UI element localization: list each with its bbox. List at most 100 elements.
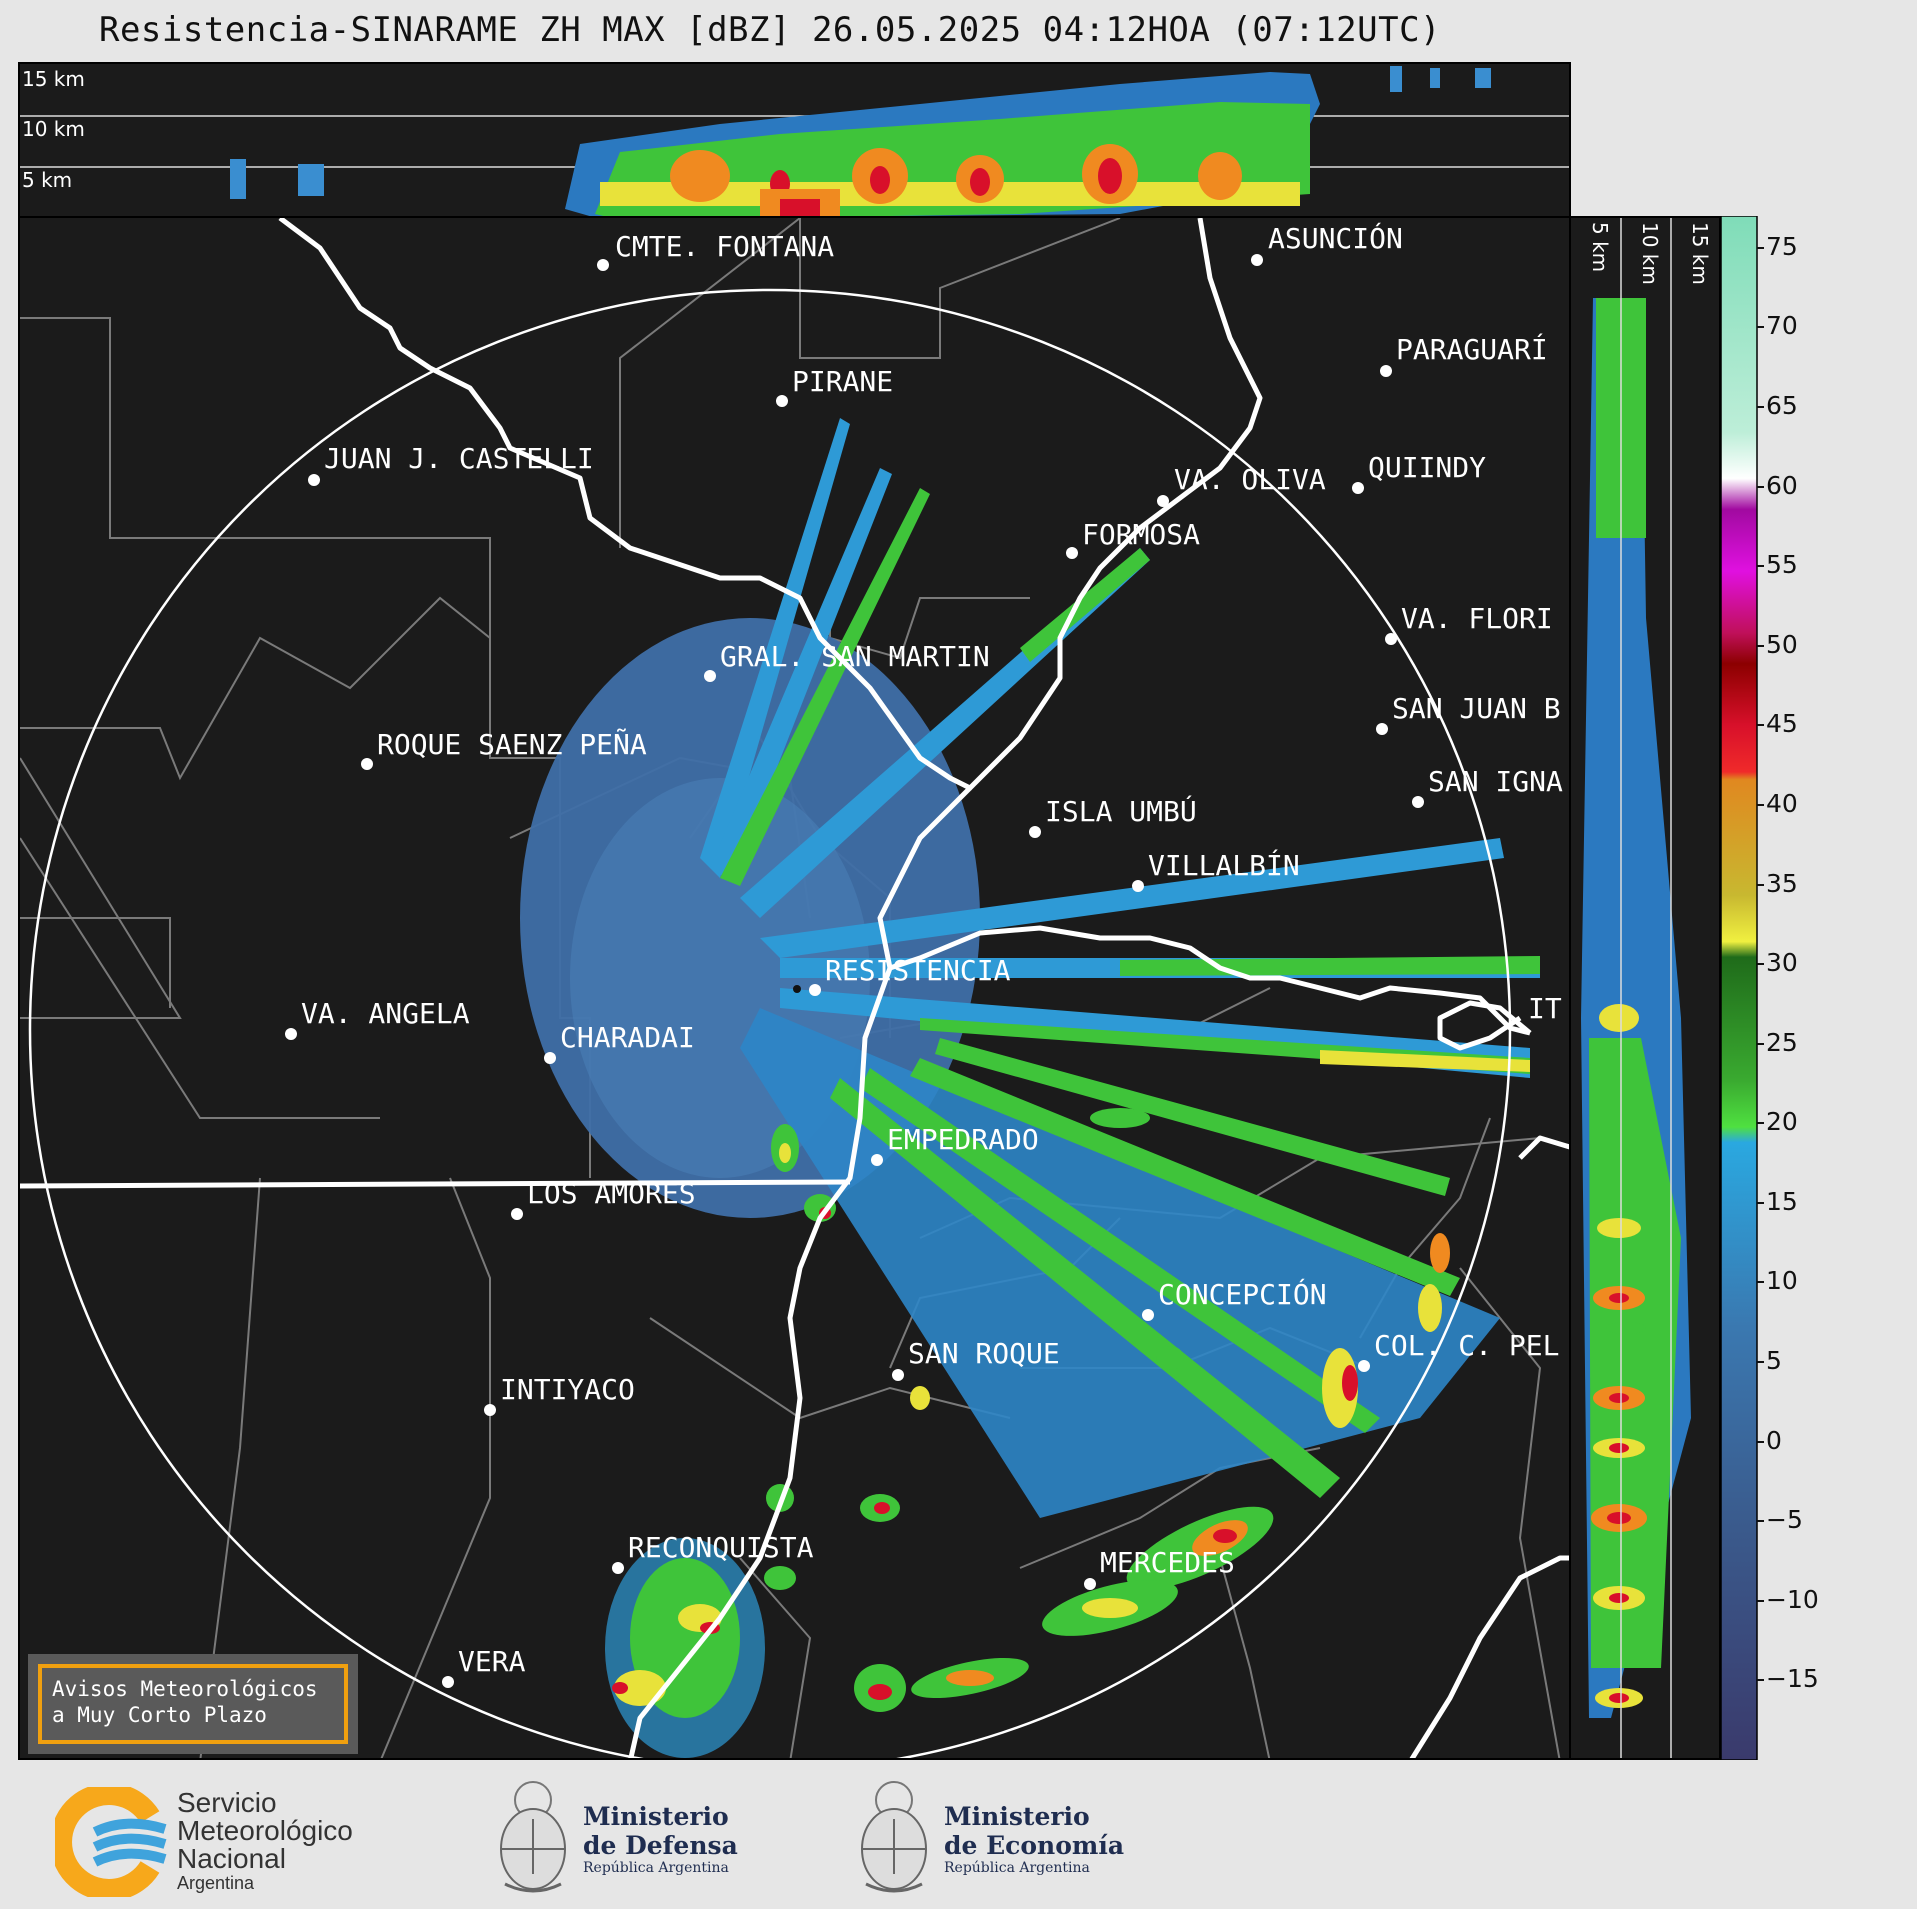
warning-line-1: Avisos Meteorológicos	[52, 1677, 318, 1701]
altitude-label-10km: 10 km	[22, 117, 85, 141]
city-label: PIRANE	[792, 365, 893, 398]
city-label: FORMOSA	[1082, 518, 1200, 551]
footer-logos: Servicio Meteorológico Nacional Argentin…	[0, 1762, 1917, 1909]
city-label: QUIINDY	[1368, 451, 1486, 484]
top-echo-profile	[230, 66, 1491, 216]
economia-logo: Ministerio de Economía República Argenti…	[856, 1774, 1156, 1904]
colorbar-tick-mark	[1757, 485, 1764, 488]
colorbar-tick-label: 20	[1766, 1107, 1798, 1137]
colorbar-tick-mark	[1757, 1201, 1764, 1204]
colorbar-tick-label: 45	[1766, 709, 1798, 739]
colorbar-tick-label: 70	[1766, 311, 1798, 341]
economia-line-1: Ministerio	[944, 1802, 1090, 1831]
defensa-line-1: Ministerio	[583, 1802, 729, 1831]
radar-echo-field	[520, 418, 1540, 1758]
smn-name-line-3: Nacional	[177, 1843, 286, 1874]
colorbar-tick-label: 15	[1766, 1186, 1798, 1216]
city-label: ROQUE SAENZ PEÑA	[377, 727, 647, 761]
colorbar-tick-label: −10	[1766, 1584, 1819, 1614]
city-label: IT	[1528, 992, 1562, 1025]
colorbar-tick-mark	[1757, 803, 1764, 806]
side-cross-section-panel: 5 km 10 km 15 km	[1569, 216, 1721, 1760]
colorbar-tick-mark	[1757, 1281, 1764, 1284]
altitude-label-15km: 15 km	[22, 67, 85, 91]
city-label: EMPEDRADO	[887, 1123, 1039, 1156]
colorbar-tick-label: 50	[1766, 629, 1798, 659]
defensa-line-3: República Argentina	[583, 1860, 729, 1876]
smn-logo: Servicio Meteorológico Nacional Argentin…	[55, 1787, 395, 1907]
colorbar-tick-mark	[1757, 246, 1764, 249]
city-label: VA. ANGELA	[301, 997, 470, 1030]
side-echo-profile	[1581, 298, 1691, 1718]
colorbar-tick-mark	[1757, 1440, 1764, 1443]
city-label: MERCEDES	[1100, 1546, 1235, 1579]
colorbar: 75 70 65 60 55 50 45 40 35 30 25 20 15 10 5 0 −5 −10 −15	[1720, 216, 1840, 1760]
economia-line-3: República Argentina	[944, 1860, 1090, 1876]
warning-box: Avisos Meteorológicos a Muy Corto Plazo	[28, 1654, 358, 1754]
city-label: CONCEPCIÓN	[1158, 1277, 1327, 1311]
city-label: VILLALBÍN	[1148, 848, 1300, 882]
national-shield-icon	[500, 1781, 566, 1893]
colorbar-tick-label: 5	[1766, 1346, 1782, 1376]
city-label: LOS AMORES	[527, 1177, 696, 1210]
defensa-logo: Ministerio de Defensa República Argentin…	[495, 1774, 755, 1904]
colorbar-tick-mark	[1757, 565, 1764, 568]
city-label: RECONQUISTA	[628, 1531, 814, 1564]
colorbar-tick-label: 60	[1766, 470, 1798, 500]
altitude-label-15km: 15 km	[1688, 222, 1712, 285]
smn-name-line-4: Argentina	[177, 1873, 255, 1893]
city-label: VA. OLIVA	[1174, 463, 1326, 496]
colorbar-tick-label: 30	[1766, 948, 1798, 978]
smn-emblem-icon	[55, 1787, 167, 1897]
city-label: RESISTENCIA	[825, 954, 1011, 987]
national-borders	[20, 218, 1569, 1758]
colorbar-tick-mark	[1757, 963, 1764, 966]
altitude-label-5km: 5 km	[1588, 222, 1612, 272]
radar-map-panel: CMTE. FONTANA ASUNCIÓN PIRANE PARAGUARÍ …	[18, 216, 1571, 1760]
colorbar-tick-mark	[1757, 1679, 1764, 1682]
colorbar-tick-mark	[1757, 644, 1764, 647]
city-label: ASUNCIÓN	[1268, 221, 1403, 255]
city-label: SAN IGNA	[1428, 765, 1563, 798]
colorbar-tick-mark	[1757, 1122, 1764, 1125]
economia-line-2: de Economía	[944, 1831, 1125, 1860]
range-ring	[28, 288, 1512, 1758]
smn-name-line-1: Servicio	[177, 1787, 277, 1818]
city-markers: CMTE. FONTANA ASUNCIÓN PIRANE PARAGUARÍ …	[285, 221, 1563, 1688]
city-label: CHARADAI	[560, 1021, 695, 1054]
colorbar-tick-mark	[1757, 1042, 1764, 1045]
city-label: GRAL. SAN MARTIN	[720, 640, 990, 673]
national-shield-icon	[861, 1781, 927, 1893]
warning-box-border: Avisos Meteorológicos a Muy Corto Plazo	[38, 1664, 348, 1744]
altitude-label-10km: 10 km	[1638, 222, 1662, 285]
colorbar-tick-label: −15	[1766, 1664, 1819, 1694]
defensa-line-2: de Defensa	[583, 1831, 738, 1860]
colorbar-tick-mark	[1757, 883, 1764, 886]
altitude-label-5km: 5 km	[22, 168, 72, 192]
colorbar-tick-label: 40	[1766, 788, 1798, 818]
city-label: SAN JUAN B	[1392, 692, 1561, 725]
chart-title: Resistencia-SINARAME ZH MAX [dBZ] 26.05.…	[98, 10, 1442, 50]
colorbar-tick-label: 10	[1766, 1266, 1798, 1296]
colorbar-tick-label: 0	[1766, 1425, 1782, 1455]
colorbar-tick-mark	[1757, 1599, 1764, 1602]
smn-name-line-2: Meteorológico	[177, 1815, 353, 1846]
city-label: CMTE. FONTANA	[615, 230, 834, 263]
city-label: VERA	[458, 1645, 526, 1678]
colorbar-tick-mark	[1757, 326, 1764, 329]
city-label: ISLA UMBÚ	[1045, 794, 1197, 828]
colorbar-tick-mark	[1757, 724, 1764, 727]
colorbar-tick-label: 35	[1766, 868, 1798, 898]
city-label: SAN ROQUE	[908, 1337, 1060, 1370]
city-label: JUAN J. CASTELLI	[324, 442, 594, 475]
colorbar-tick-mark	[1757, 1520, 1764, 1523]
city-label: COL. C. PEL	[1374, 1329, 1559, 1362]
city-label: PARAGUARÍ	[1396, 332, 1548, 366]
top-cross-section-panel: 15 km 10 km 5 km	[18, 62, 1571, 218]
colorbar-tick-label: −5	[1766, 1505, 1803, 1535]
city-label: INTIYACO	[500, 1373, 635, 1406]
colorbar-tick-label: 25	[1766, 1027, 1798, 1057]
colorbar-tick-label: 55	[1766, 550, 1798, 580]
colorbar-tick-label: 65	[1766, 391, 1798, 420]
city-label: VA. FLORI	[1401, 602, 1553, 635]
